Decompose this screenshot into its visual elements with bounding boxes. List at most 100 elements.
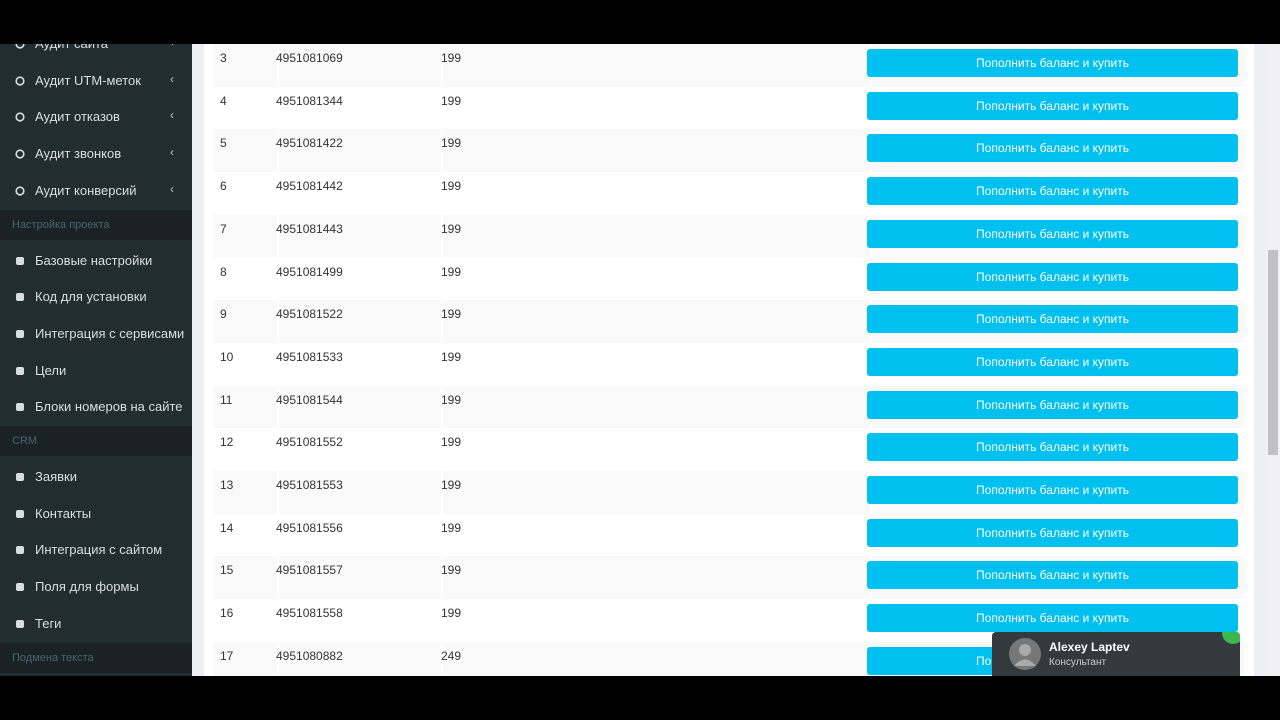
menu-item[interactable]: Аудит звонков ‹ [0, 136, 192, 172]
buy-button[interactable]: Пополнить баланс и купить [867, 518, 1238, 547]
buy-button[interactable]: Пополнить баланс и купить [867, 262, 1238, 291]
menu-item[interactable]: Блоки номеров на сайте [0, 389, 192, 425]
menu-item[interactable]: Интеграция с сервисами [0, 316, 192, 352]
scroll-thumb[interactable] [1268, 250, 1278, 455]
column-divider [441, 556, 443, 600]
buy-button[interactable]: Пополнить баланс и купить [867, 561, 1238, 590]
cell: 4951080882 [276, 648, 343, 663]
menu-icon [16, 546, 24, 555]
column-divider [441, 641, 443, 676]
buy-button[interactable]: Пополнить баланс и купить [867, 49, 1238, 77]
menu-icon [16, 329, 24, 338]
menu-icon [15, 186, 25, 196]
cell: 15 [220, 563, 234, 578]
menu-item[interactable]: Теги [0, 606, 192, 642]
cell: 4951081522 [276, 307, 343, 322]
menu-item[interactable]: Аудит сайта ‹ [0, 44, 192, 62]
column-divider [441, 44, 443, 87]
menu-item[interactable]: Заявки [0, 459, 192, 495]
menu-label: Интеграция с сервисами [35, 325, 185, 341]
cell: 11 [220, 392, 233, 407]
cell: 17 [220, 648, 234, 663]
cell: 199 [441, 307, 462, 322]
buy-button[interactable]: Пополнить баланс и купить [867, 305, 1238, 334]
chevron: ‹ [170, 145, 174, 160]
menu-label: Код для установки [35, 289, 147, 305]
table-row: 3 4951081069 199 Пополнить баланс и купить [213, 44, 1244, 87]
menu-icon [15, 44, 25, 49]
menu-label: Блоки номеров на сайте [35, 399, 183, 415]
cell: 4951081544 [276, 392, 343, 407]
column-divider [441, 129, 443, 173]
cell: 199 [441, 563, 462, 578]
scrollbar[interactable] [1266, 44, 1280, 676]
screen: Аудит сайта‹Аудит UTM-меток‹Аудит отказо… [0, 44, 1280, 676]
buy-button[interactable]: Пополнить баланс и купить [867, 390, 1238, 419]
buy-button[interactable]: Пополнить баланс и купить [867, 476, 1238, 504]
menu-item[interactable]: Базовые настройки [0, 243, 192, 279]
section-header: Подмена текста [0, 642, 192, 673]
column-divider [277, 129, 279, 173]
cell: 3 [220, 51, 227, 65]
column-divider [277, 172, 279, 215]
cell: 4951081344 [276, 93, 343, 108]
avatar [1009, 638, 1041, 670]
column-divider [441, 342, 443, 386]
cell: 9 [220, 307, 227, 322]
column-divider [441, 599, 443, 642]
menu-icon [16, 473, 24, 481]
cell: 6 [220, 179, 227, 194]
menu-label: Аудит сайта [35, 44, 108, 51]
section-header-text: Настройка проекта [12, 218, 110, 231]
column-divider [441, 513, 443, 557]
column-divider [277, 86, 279, 130]
cell: 4951081422 [276, 136, 343, 151]
chevron: ‹ [170, 71, 174, 86]
cell: 4951081556 [276, 520, 343, 535]
buy-button[interactable]: Пополнить баланс и купить [867, 433, 1238, 462]
menu-item[interactable]: Контакты [0, 496, 192, 532]
cell: 7 [220, 221, 227, 236]
menu-item[interactable]: Поля для формы [0, 569, 192, 605]
cell: 199 [441, 136, 462, 151]
buy-button[interactable]: Пополнить баланс и купить [867, 347, 1238, 376]
table-row: 6 4951081442 199 Пополнить баланс и купить [213, 172, 1244, 215]
buy-button[interactable]: Пополнить баланс и купить [867, 177, 1238, 206]
chevron: ‹ [170, 181, 174, 196]
cell: 16 [220, 606, 234, 621]
menu-item[interactable]: Интеграция с сайтом [0, 532, 192, 568]
table-row: 11 4951081544 199 Пополнить баланс и купить [213, 385, 1244, 429]
cell: 12 [220, 435, 234, 450]
cell: 4951081552 [276, 435, 343, 450]
menu-label: Базовые настройки [35, 252, 153, 268]
chat-widget[interactable]: Alexey Laptev Консультант [992, 632, 1240, 676]
menu-item[interactable]: Код для установки [0, 279, 192, 315]
menu-item[interactable]: Аудит отказов ‹ [0, 99, 192, 135]
buy-button[interactable]: Пополнить баланс и купить [867, 91, 1238, 120]
section-header: CRM [0, 426, 192, 456]
cell: 199 [441, 349, 462, 364]
menu-item[interactable]: Аудит UTM-меток ‹ [0, 63, 192, 99]
buy-button[interactable]: Пополнить баланс и купить [867, 134, 1238, 163]
chat-name: Alexey Laptev [1049, 640, 1130, 654]
section-header: Настройка проекта [0, 209, 192, 240]
column-divider [441, 471, 443, 514]
column-divider [441, 214, 443, 258]
menu-item[interactable]: Аудит конверсий ‹ [0, 173, 192, 209]
column-divider [277, 300, 279, 343]
menu-label: Аудит UTM-меток [35, 72, 141, 88]
menu-label: Аудит звонков [35, 146, 122, 162]
buy-button[interactable]: Пополнить баланс и купить [867, 604, 1238, 633]
table-row: 16 4951081558 199 Пополнить баланс и купить [213, 599, 1244, 642]
menu-item[interactable]: Цели [0, 353, 192, 389]
sidebar: Аудит сайта‹Аудит UTM-меток‹Аудит отказо… [0, 44, 192, 676]
cell: 199 [441, 179, 462, 194]
buy-button[interactable]: Пополнить баланс и купить [867, 219, 1238, 248]
column-divider [277, 257, 279, 301]
cell: 249 [441, 648, 462, 663]
menu-icon [15, 76, 25, 86]
column-divider [277, 44, 279, 87]
cell: 10 [220, 349, 234, 364]
column-divider [441, 172, 443, 215]
cell: 4 [220, 93, 227, 108]
